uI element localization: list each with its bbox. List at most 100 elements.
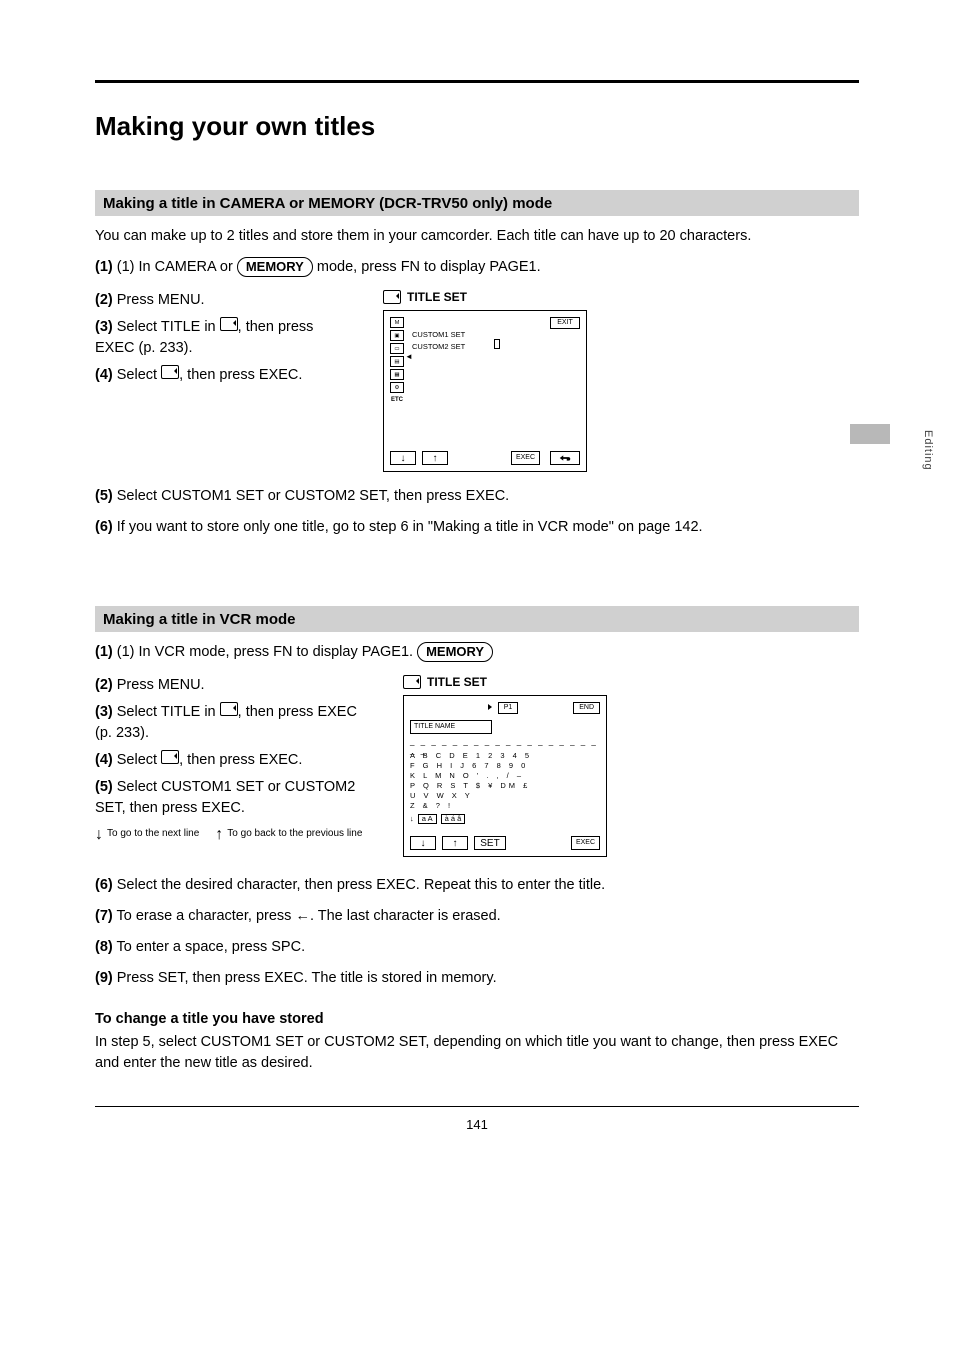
- s2-screen-wrap: TITLE SET P1 END TITLE NAME _ _ _ _ _ _ …: [403, 675, 859, 857]
- kb-row-2[interactable]: F G H I J 6 7 8 9 0: [410, 762, 528, 770]
- memory-pill-2: MEMORY: [417, 642, 493, 662]
- down-arrow-icon: ↓: [95, 827, 103, 843]
- menu-custom1[interactable]: CUSTOM1 SET: [412, 331, 465, 339]
- s2-screen-caption: TITLE SET: [403, 675, 859, 689]
- up-button[interactable]: ↑: [422, 451, 448, 465]
- s1-s2: Press MENU.: [117, 292, 205, 308]
- kb-row-3[interactable]: K L M N O ' . , / –: [410, 772, 524, 780]
- cassette-icon: [220, 317, 238, 331]
- manual-icon[interactable]: M: [390, 317, 404, 328]
- s2-s4b: , then press EXEC.: [179, 752, 302, 768]
- s1-s4b: , then press EXEC.: [179, 367, 302, 383]
- s1-step1-pre: (1) In CAMERA or: [117, 259, 237, 275]
- up-button-2[interactable]: ↑: [442, 836, 468, 850]
- s1-two-col: (2) Press MENU. (3) Select TITLE in , th…: [95, 290, 859, 472]
- s2-s9: (9) Press SET, then press EXEC. The titl…: [95, 968, 859, 989]
- kb-row-4[interactable]: P Q R S T $ ¥ DM £: [410, 782, 530, 790]
- section2-bar: Making a title in VCR mode: [95, 606, 859, 632]
- s2-s7: (7) To erase a character, press ←. The l…: [95, 906, 859, 927]
- side-label: Editing: [922, 430, 934, 471]
- s2-step1-text: (1) In VCR mode, press FN to display PAG…: [117, 644, 413, 660]
- s2-screen-caption-text: TITLE SET: [427, 675, 487, 689]
- print-icon[interactable]: ▦: [390, 369, 404, 380]
- section1-bar: Making a title in CAMERA or MEMORY (DCR-…: [95, 190, 859, 216]
- s1-screen-caption-text: TITLE SET: [407, 290, 467, 304]
- s2-screen: P1 END TITLE NAME _ _ _ _ _ _ _ _ _ _ _ …: [403, 695, 607, 857]
- section2-bar-title: Making a title in VCR mode: [103, 611, 296, 628]
- section1-bar-title: Making a title in CAMERA or MEMORY (DCR-…: [103, 195, 552, 212]
- rule-bottom: [95, 1106, 859, 1107]
- s2-s3a: Select TITLE in: [117, 704, 220, 720]
- setup-icon[interactable]: ⚙: [390, 382, 404, 393]
- up-arrow-icon: ↑: [215, 827, 223, 843]
- s2-s2: Press MENU.: [117, 677, 205, 693]
- down-button-2[interactable]: ↓: [410, 836, 436, 850]
- s2-s8: (8) To enter a space, press SPC.: [95, 937, 859, 958]
- memory-pill-1: MEMORY: [237, 257, 313, 277]
- s1-step1: (1) (1) In CAMERA or MEMORY mode, press …: [95, 257, 859, 278]
- custom-title-icon-2: [161, 750, 179, 764]
- kb-row-5[interactable]: U V W X Y: [410, 792, 473, 800]
- s2-steps: (2) Press MENU. (3) Select TITLE in , th…: [95, 675, 375, 857]
- cassette-icon-2: [220, 702, 238, 716]
- intro-para: You can make up to 2 titles and store th…: [95, 226, 859, 247]
- slot-p1[interactable]: P1: [498, 702, 518, 714]
- s1-toolbar: M ▣ ▭ ▤ ▦ ⚙ ETC: [390, 317, 404, 406]
- selection-arrow-icon: ◄: [405, 353, 413, 362]
- case-toggle[interactable]: a A: [418, 814, 437, 824]
- s1-s4a: Select: [117, 367, 161, 383]
- etc-label: ETC: [390, 395, 404, 406]
- s2-s7b: . The last character is erased.: [310, 908, 501, 924]
- set-button[interactable]: SET: [474, 836, 506, 850]
- s2-s6: (6) Select the desired character, then p…: [95, 875, 859, 896]
- s1-s6: (6) If you want to store only one title,…: [95, 517, 859, 538]
- s1-steps: (2) Press MENU. (3) Select TITLE in , th…: [95, 290, 355, 472]
- s2-s8-text: To enter a space, press SPC.: [117, 939, 306, 955]
- s1-step1-post: mode, press FN to display PAGE1.: [313, 259, 541, 275]
- side-tab: [850, 424, 890, 444]
- exec-button-2[interactable]: EXEC: [571, 836, 600, 850]
- kb-row-6[interactable]: Z & ? !: [410, 802, 453, 810]
- arrow-note: ↓ To go to the next line ↑ To go back to t…: [95, 827, 375, 843]
- down-button[interactable]: ↓: [390, 451, 416, 465]
- s2-s9c: , then press EXEC. The title is stored i…: [184, 970, 496, 986]
- kb-row-1[interactable]: A B C D E 1 2 3 4 5: [410, 752, 532, 760]
- vcr-icon[interactable]: ▭: [390, 343, 404, 354]
- s1-screen: EXIT M ▣ ▭ ▤ ▦ ⚙ ETC ◄ CUSTOM1 SET CUSTO…: [383, 310, 587, 472]
- accent-toggle[interactable]: à á â: [441, 814, 466, 824]
- notes-block: To change a title you have stored In ste…: [95, 1009, 859, 1074]
- s1-screen-wrap: TITLE SET EXIT M ▣ ▭ ▤ ▦ ⚙ ETC ◄ CUSTOM1…: [383, 290, 859, 472]
- memory-set-icon[interactable]: ▤: [390, 356, 404, 367]
- page-number: 141: [95, 1117, 859, 1132]
- s2-s6-num: (6): [95, 877, 113, 893]
- s2-two-col: (2) Press MENU. (3) Select TITLE in , th…: [95, 675, 859, 857]
- s1-screen-caption: TITLE SET: [383, 290, 859, 304]
- s2-step1: (1) (1) In VCR mode, press FN to display…: [95, 642, 859, 663]
- s2-bottom-btns: ↓ ↑ SET: [410, 836, 506, 850]
- slot-arrow-icon: [488, 704, 492, 712]
- s1-bottom-btns: ↓ ↑: [390, 451, 448, 465]
- return-button[interactable]: [550, 451, 580, 465]
- s1-s5-text: Select CUSTOM1 SET or CUSTOM2 SET, then …: [117, 488, 509, 504]
- page-title: Making your own titles: [95, 111, 859, 142]
- s2-s5: Select CUSTOM1 SET or CUSTOM2 SET, then …: [95, 779, 355, 816]
- exit-button[interactable]: EXIT: [550, 317, 580, 329]
- notes-line1: In step 5, select CUSTOM1 SET or CUSTOM2…: [95, 1032, 859, 1074]
- down-small-icon: ↓: [410, 815, 414, 823]
- end-button[interactable]: END: [573, 702, 600, 714]
- s2-s6-body: Select the desired character, then press…: [117, 877, 605, 893]
- s2-s9b: SET: [158, 970, 185, 986]
- s2-s9a: Press: [117, 970, 158, 986]
- menu-custom2[interactable]: CUSTOM2 SET: [412, 343, 465, 351]
- title-set-icon-2: [403, 675, 421, 689]
- rule-top: [95, 80, 859, 83]
- camera-icon[interactable]: ▣: [390, 330, 404, 341]
- s1-s5: (5) Select CUSTOM1 SET or CUSTOM2 SET, t…: [95, 486, 859, 507]
- arrow-right-text: To go back to the previous line: [227, 827, 362, 842]
- exec-button[interactable]: EXEC: [511, 451, 540, 465]
- title-set-icon: [383, 290, 401, 304]
- scroll-marker: [494, 339, 500, 349]
- char-toggle: ↓ a A à á â: [410, 814, 465, 824]
- arrow-left-text: To go to the next line: [107, 827, 199, 842]
- title-name-field[interactable]: TITLE NAME: [410, 720, 492, 734]
